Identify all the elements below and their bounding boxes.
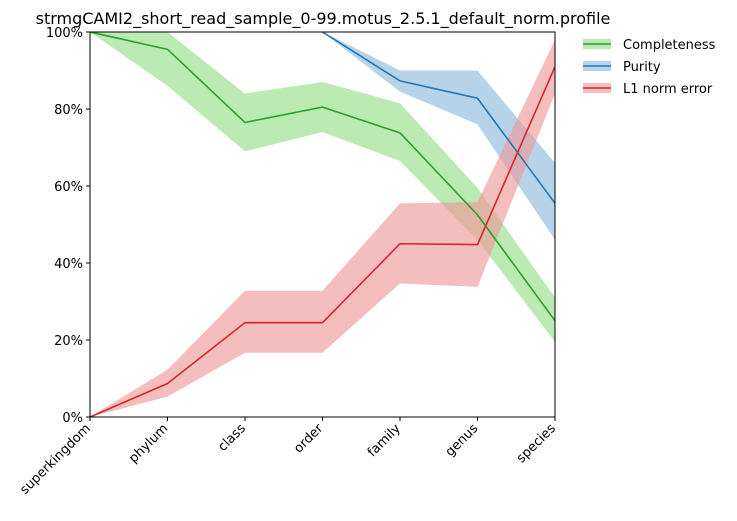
legend-label: Completeness — [623, 38, 716, 53]
x-tick-label: phylum — [126, 421, 171, 466]
line-l1-norm-error — [90, 66, 555, 417]
y-tick-label: 100% — [46, 26, 83, 41]
y-tick-label: 60% — [54, 180, 83, 195]
x-tick-label: genus — [443, 421, 482, 460]
legend-entry: Completeness — [583, 38, 716, 53]
legend: Completeness Purity L1 norm error — [583, 38, 716, 97]
x-tick-label: class — [215, 421, 249, 455]
legend-entry: Purity — [583, 60, 661, 75]
y-tick-label: 20% — [54, 334, 83, 349]
legend-entry: L1 norm error — [583, 82, 713, 97]
legend-label: Purity — [623, 60, 661, 75]
x-tick-label: superkingdom — [17, 421, 93, 497]
legend-label: L1 norm error — [623, 82, 713, 97]
band-l1-norm-error — [90, 39, 555, 417]
plot-area: 0% 20% 40% 60% 80% 100% superkingdom phylum clas… — [17, 26, 559, 498]
band-completeness — [90, 32, 555, 342]
line-purity — [322, 32, 555, 204]
y-tick-label: 80% — [54, 103, 83, 118]
line-completeness — [90, 32, 555, 322]
y-tick-label: 40% — [54, 257, 83, 272]
band-purity — [322, 32, 555, 240]
chart-title: strmgCAMI2_short_read_sample_0-99.motus_… — [36, 9, 611, 29]
series-layer — [90, 32, 555, 417]
x-tick-label: species — [514, 421, 559, 466]
y-tick-label: 0% — [62, 411, 83, 426]
x-tick-label: order — [291, 421, 327, 457]
x-tick-label: family — [365, 421, 404, 460]
